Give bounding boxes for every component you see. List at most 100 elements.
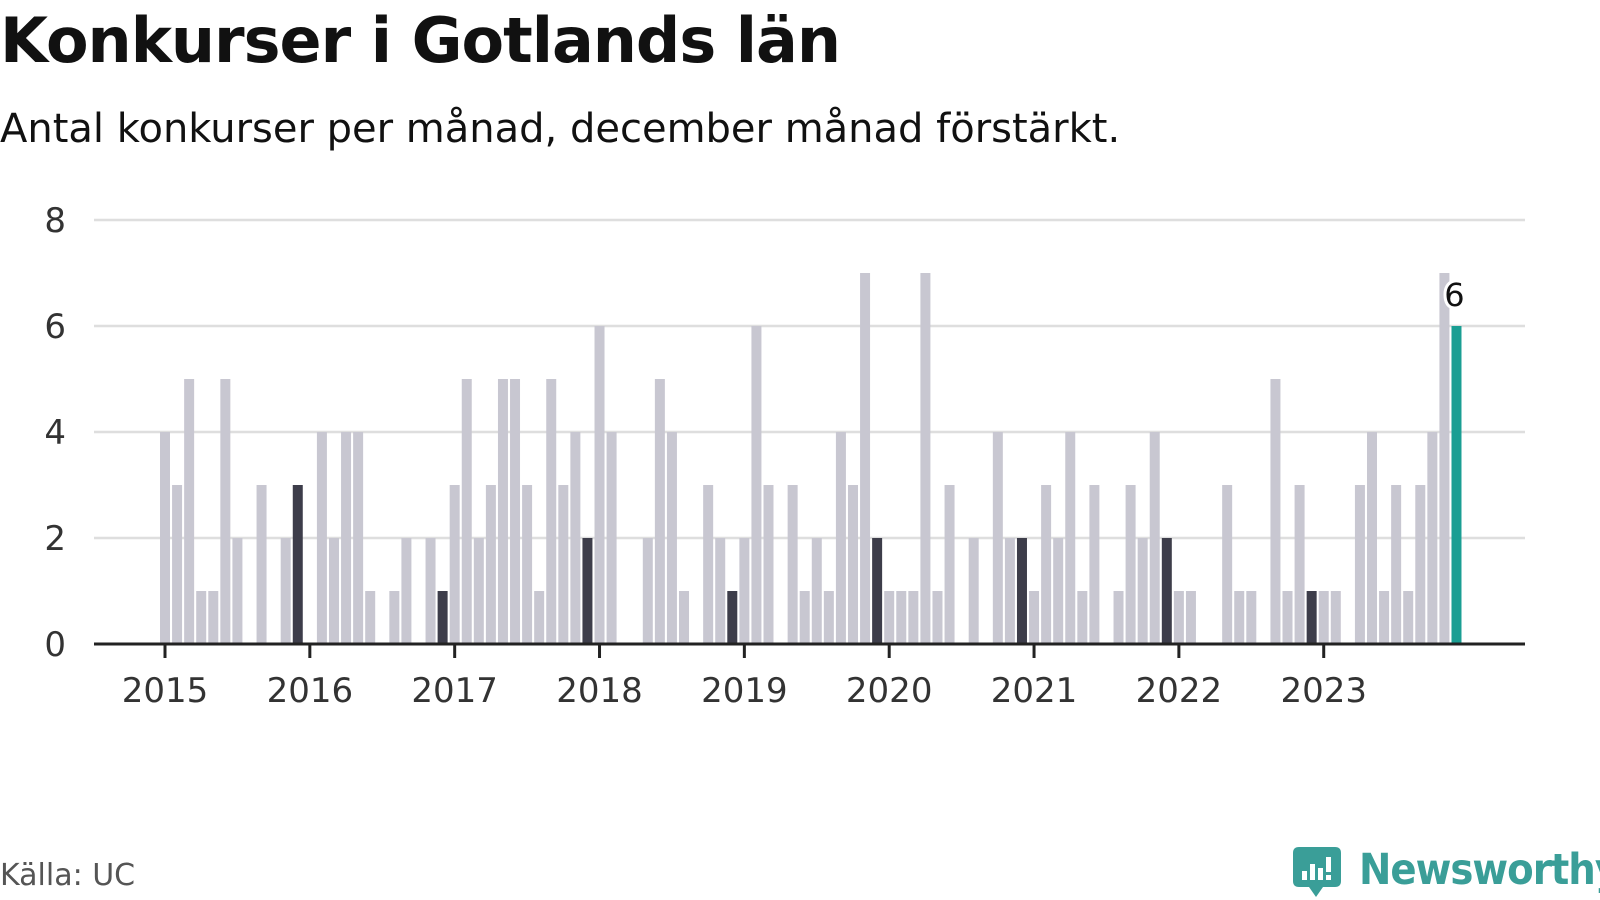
bar — [1222, 485, 1233, 644]
bar — [497, 379, 508, 644]
bar — [1403, 591, 1414, 644]
bar — [1246, 591, 1257, 644]
bar-december — [727, 591, 738, 644]
bar — [1029, 591, 1040, 644]
bar — [1427, 432, 1438, 644]
bar — [1004, 538, 1015, 644]
bar — [992, 432, 1003, 644]
bar — [932, 591, 943, 644]
bar-chart: 0 2 4 6 8 6 2015 2016 2017 2018 2019 2020 2021 2022 20… — [44, 201, 1525, 711]
bar — [1065, 432, 1076, 644]
bar — [1439, 273, 1450, 644]
bar — [160, 432, 170, 644]
x-tick-label: 2022 — [1136, 671, 1223, 711]
y-tick-label: 8 — [44, 201, 66, 241]
bar — [715, 538, 726, 644]
bar — [534, 591, 545, 644]
bar — [908, 591, 919, 644]
bar — [1041, 485, 1052, 644]
bar-december — [1016, 538, 1027, 644]
bar — [1077, 591, 1088, 644]
bar — [884, 591, 895, 644]
bar — [703, 485, 714, 644]
y-tick-label: 6 — [44, 307, 66, 347]
bar — [1173, 591, 1184, 644]
bar — [280, 538, 291, 644]
chart-title: Konkurser i Gotlands län — [0, 4, 841, 77]
bar — [473, 538, 484, 644]
bar — [461, 379, 472, 644]
bar — [763, 485, 774, 644]
newsworthy-logo-icon — [1293, 847, 1341, 897]
bar — [328, 538, 339, 644]
y-tick-label: 2 — [44, 519, 66, 559]
bar — [389, 591, 400, 644]
bar — [208, 591, 219, 644]
bar — [787, 485, 798, 644]
bar — [510, 379, 521, 644]
bar — [739, 538, 750, 644]
bar — [522, 485, 533, 644]
bar-december — [582, 538, 593, 644]
y-tick-label: 4 — [44, 413, 66, 453]
bar — [1270, 379, 1281, 644]
bar — [401, 538, 412, 644]
bar-december — [1306, 591, 1317, 644]
bar — [172, 485, 183, 644]
bar — [570, 432, 581, 644]
bar — [799, 591, 810, 644]
bar-december — [1161, 538, 1172, 644]
bar — [546, 379, 557, 644]
brand-name: Newsworthy — [1359, 845, 1600, 895]
bar — [449, 485, 460, 644]
bar — [1137, 538, 1148, 644]
bar-december — [292, 485, 303, 644]
bar — [666, 432, 677, 644]
source-note: Källa: UC — [0, 858, 136, 893]
bar — [642, 538, 653, 644]
bar-december — [437, 591, 448, 644]
bar — [365, 591, 376, 644]
x-tick-label: 2016 — [267, 671, 354, 711]
bar — [1089, 485, 1100, 644]
x-tick-label: 2021 — [991, 671, 1078, 711]
y-tick-label: 0 — [44, 625, 66, 665]
bar — [184, 379, 195, 644]
bar — [811, 538, 822, 644]
bar — [196, 591, 207, 644]
bar — [835, 432, 846, 644]
bar — [558, 485, 569, 644]
x-tick-label: 2020 — [846, 671, 933, 711]
bar — [220, 379, 231, 644]
bar — [1354, 485, 1365, 644]
bar — [1294, 485, 1305, 644]
bar — [594, 326, 605, 644]
x-tick-label: 2017 — [411, 671, 498, 711]
bar — [256, 485, 267, 644]
bar — [751, 326, 762, 644]
chart-subtitle: Antal konkurser per månad, december måna… — [0, 106, 1121, 152]
bar — [232, 538, 243, 644]
bar — [1367, 432, 1377, 644]
bar — [896, 591, 907, 644]
bar — [606, 432, 617, 644]
bar — [425, 538, 436, 644]
bar — [679, 591, 690, 644]
x-tick-label: 2023 — [1280, 671, 1367, 711]
bar — [860, 273, 871, 644]
newsworthy-logo: Newsworthy — [1289, 843, 1600, 899]
bar — [1113, 591, 1124, 644]
bar — [353, 432, 364, 644]
bar-latest — [1451, 326, 1462, 644]
bar-december — [872, 538, 883, 644]
bar — [1185, 591, 1196, 644]
x-tick-label: 2018 — [556, 671, 643, 711]
bar — [847, 485, 858, 644]
bar — [823, 591, 834, 644]
latest-value-label: 6 — [1444, 276, 1464, 314]
bar — [1149, 432, 1160, 644]
bar — [1330, 591, 1341, 644]
bar — [316, 432, 327, 644]
bar — [1053, 538, 1064, 644]
bar — [1379, 591, 1390, 644]
